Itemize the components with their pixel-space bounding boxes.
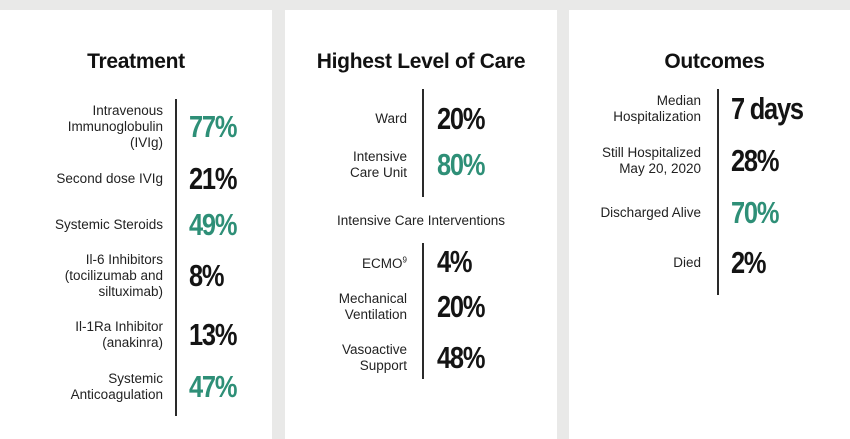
care-divider-top: [422, 89, 424, 197]
care-label: Mechanical Ventilation: [338, 291, 407, 322]
treatment-label: Il-6 Inhibitors (tocilizumab and siltuxima…: [64, 252, 163, 299]
care-label: Intensive Care Unit: [349, 149, 407, 180]
care-value: 80%: [437, 147, 485, 182]
treatment-value: 21%: [189, 161, 237, 196]
treatment-panel: Treatment Intravenous Immunoglobulin (IVIg…: [0, 10, 272, 439]
care-label: Vasoactive Support: [341, 342, 407, 373]
care-value: 20%: [437, 101, 485, 136]
care-label: Ward: [375, 111, 407, 126]
care-value: 20%: [437, 289, 485, 324]
outcomes-label: Died: [673, 255, 701, 270]
outcomes-value: 70%: [731, 195, 779, 230]
treatment-label: Systemic Steroids: [54, 217, 163, 232]
treatment-divider: [175, 99, 177, 416]
outcomes-divider: [717, 89, 719, 295]
treatment-label: Il-1Ra Inhibitor (anakinra): [75, 319, 163, 350]
outcomes-value: 7 days: [731, 91, 804, 126]
care-divider-bottom: [422, 243, 424, 379]
treatment-label: Intravenous Immunoglobulin (IVIg): [67, 103, 163, 150]
treatment-value: 77%: [189, 109, 237, 144]
outcomes-value: 28%: [731, 143, 779, 178]
outcomes-label: Discharged Alive: [600, 205, 701, 220]
outcomes-title: Outcomes: [664, 50, 765, 73]
outcomes-label: Still Hospitalized May 20, 2020: [601, 145, 701, 176]
outcomes-label: Median Hospitalization: [613, 93, 701, 124]
treatment-label: Systemic Anticoagulation: [70, 371, 163, 402]
treatment-label: Second dose IVIg: [56, 171, 163, 186]
outcomes-value: 2%: [731, 245, 767, 280]
care-label: ECMO9: [362, 252, 407, 272]
treatment-value: 8%: [189, 258, 225, 293]
care-panel: Highest Level of Care Ward 20% Intensive…: [285, 10, 557, 439]
treatment-title: Treatment: [87, 50, 185, 73]
care-title: Highest Level of Care: [316, 50, 526, 73]
treatment-value: 13%: [189, 317, 237, 352]
care-value: 48%: [437, 340, 485, 375]
ecmo-label: ECMO: [362, 255, 403, 271]
interventions-title: Intensive Care Interventions: [336, 213, 506, 228]
outcomes-panel: Outcomes Median Hospitalization 7 days St…: [569, 10, 850, 439]
care-value: 4%: [437, 244, 473, 279]
treatment-value: 49%: [189, 207, 237, 242]
ecmo-footnote: 9: [402, 255, 407, 265]
treatment-value: 47%: [189, 369, 237, 404]
